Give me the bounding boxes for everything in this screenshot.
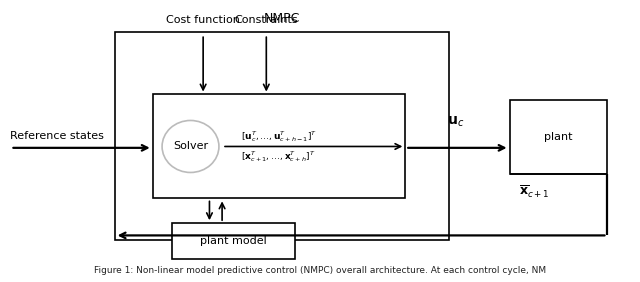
Text: $[\mathbf{u}_c^T,\ldots,\mathbf{u}_{c+h-1}^T]^T$: $[\mathbf{u}_c^T,\ldots,\mathbf{u}_{c+h-… <box>241 129 317 144</box>
Text: $\mathbf{u}_c$: $\mathbf{u}_c$ <box>447 114 465 129</box>
Bar <box>115 32 449 239</box>
Text: Cost function: Cost function <box>166 15 240 25</box>
Text: $\overline{\mathbf{x}}_{c+1}$: $\overline{\mathbf{x}}_{c+1}$ <box>519 183 550 200</box>
Ellipse shape <box>162 120 219 173</box>
Text: Reference states: Reference states <box>10 131 104 141</box>
Text: plant model: plant model <box>200 236 266 246</box>
Text: $[\mathbf{x}_{c+1}^T,\ldots,\mathbf{x}_{c+h}^T]^T$: $[\mathbf{x}_{c+1}^T,\ldots,\mathbf{x}_{… <box>241 149 316 164</box>
Bar <box>152 94 405 199</box>
Text: Solver: Solver <box>173 142 208 151</box>
Text: Figure 1: Non-linear model predictive control (NMPC) overall architecture. At ea: Figure 1: Non-linear model predictive co… <box>94 266 546 275</box>
Bar <box>172 223 295 259</box>
Text: plant: plant <box>544 132 573 142</box>
Text: NMPC: NMPC <box>264 12 300 25</box>
Bar <box>509 100 607 174</box>
Text: Constraints: Constraints <box>234 15 298 25</box>
